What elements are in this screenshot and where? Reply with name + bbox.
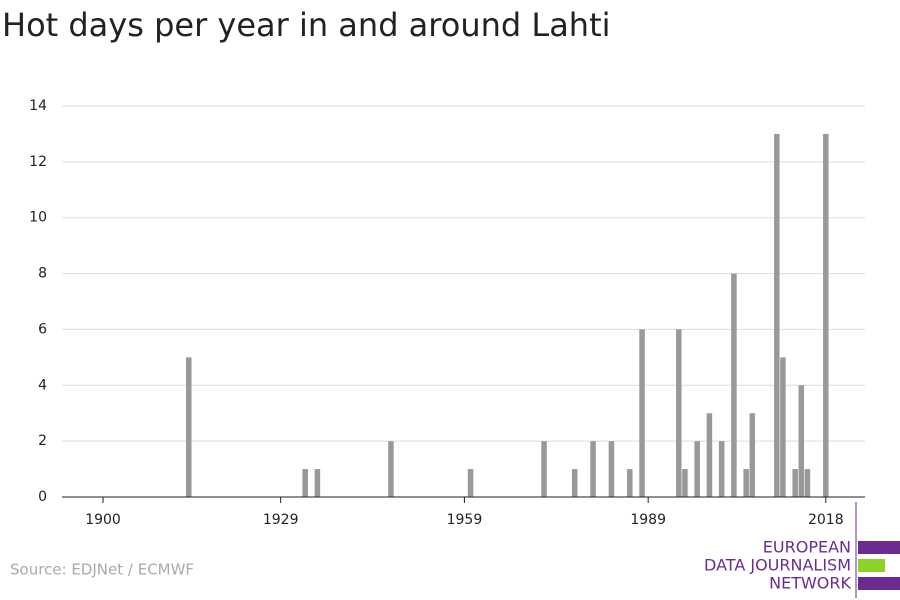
bar <box>682 469 688 497</box>
y-tick-label: 2 <box>38 433 47 449</box>
bar <box>571 469 578 497</box>
bar <box>798 385 805 497</box>
bar <box>743 469 749 497</box>
y-tick-label: 6 <box>38 321 47 337</box>
x-tick-label: 1900 <box>85 512 121 528</box>
bar <box>314 469 321 497</box>
bar <box>823 133 829 497</box>
bar <box>718 441 725 497</box>
bar <box>627 469 633 497</box>
bar <box>804 469 811 497</box>
bar <box>731 273 737 497</box>
logo-bar <box>858 559 885 572</box>
y-tick-label: 8 <box>38 266 47 282</box>
logo-bar <box>858 541 900 554</box>
x-tick-label: 1959 <box>447 512 483 528</box>
bar <box>608 441 615 497</box>
bar <box>302 469 308 497</box>
logo-text: NETWORK <box>769 574 851 593</box>
bar <box>590 441 596 497</box>
x-tick-label: 1929 <box>263 512 299 528</box>
y-tick-label: 4 <box>38 377 47 393</box>
x-tick-label: 2018 <box>808 512 844 528</box>
bar <box>792 469 798 497</box>
bar <box>694 441 700 497</box>
y-tick-label: 0 <box>38 489 47 505</box>
bar <box>774 133 780 497</box>
logo-text: EUROPEAN <box>763 538 851 557</box>
bar <box>676 329 682 497</box>
bar <box>467 469 474 497</box>
logo-bar <box>858 577 900 590</box>
chart-title: Hot days per year in and around Lahti <box>2 6 611 44</box>
bar <box>186 357 192 497</box>
y-tick-label: 12 <box>29 154 47 170</box>
bar <box>388 441 394 497</box>
x-tick-label: 1989 <box>630 512 666 528</box>
bar <box>706 413 713 497</box>
y-tick-label: 14 <box>29 98 47 114</box>
source: Source: EDJNet / ECMWF <box>10 561 194 579</box>
bar <box>780 357 786 497</box>
y-tick-label: 10 <box>29 210 47 226</box>
bar <box>749 413 756 497</box>
bar <box>541 441 547 497</box>
logo-text: DATA JOURNALISM <box>704 556 851 575</box>
bar <box>639 329 645 497</box>
